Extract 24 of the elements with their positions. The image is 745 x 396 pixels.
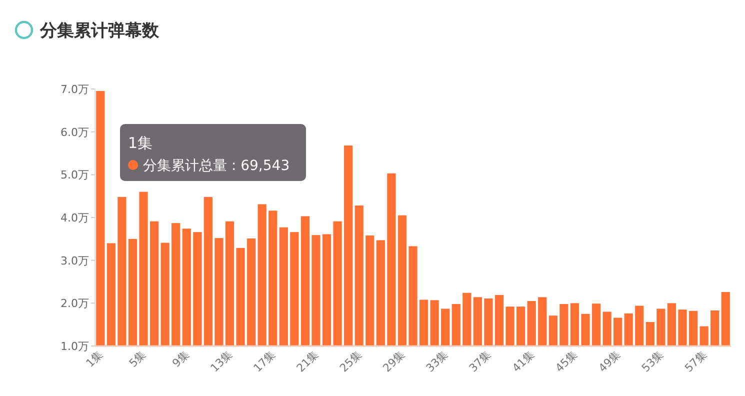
x-tick-label: 25集 — [337, 348, 364, 375]
y-tick-label: 5.0万 — [60, 168, 89, 182]
x-tick-label: 41集 — [510, 348, 537, 375]
x-tick-label: 5集 — [126, 348, 149, 370]
x-tick-label: 57集 — [682, 348, 710, 375]
y-tick-label: 3.0万 — [60, 254, 89, 268]
x-tick-label: 13集 — [208, 348, 235, 375]
annotation: 分集累计总量 : 69,543 — [143, 158, 290, 174]
x-tick-label: 45集 — [552, 348, 580, 375]
x-tick-label: 33集 — [424, 348, 450, 375]
chart-title: 分集累计弹幕数 — [39, 21, 160, 41]
x-tick-label: 37集 — [466, 348, 494, 375]
y-tick-label: 1.0万 — [60, 340, 89, 353]
x-tick-label: 21集 — [294, 348, 322, 375]
x-tick-label: 49集 — [596, 348, 623, 375]
y-tick-label: 6.0万 — [60, 126, 89, 139]
y-tick-label: 2.0万 — [60, 297, 89, 310]
x-tick-label: 9集 — [170, 348, 192, 370]
x-tick-label: 17集 — [251, 348, 278, 375]
y-tick-label: 7.0万 — [60, 83, 89, 96]
x-tick-label: 29集 — [380, 348, 408, 375]
y-tick-label: 4.0万 — [60, 212, 89, 224]
x-tick-label: 53集 — [639, 348, 666, 375]
annotation: 1集 — [128, 134, 153, 152]
